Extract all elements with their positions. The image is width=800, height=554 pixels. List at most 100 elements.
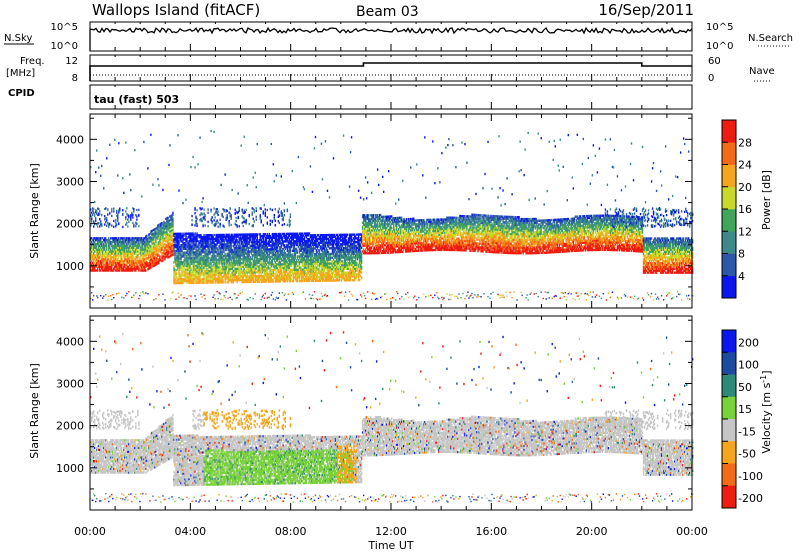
heatmap-cell — [213, 271, 215, 275]
heatmap-cell — [167, 237, 169, 240]
heatmap-cell — [160, 247, 162, 250]
heatmap-cell — [256, 240, 258, 244]
heatmap-cell — [260, 263, 262, 266]
heatmap-cell — [122, 250, 124, 253]
heatmap-cell — [201, 236, 203, 239]
heatmap-cell — [240, 252, 242, 255]
heatmap-cell — [188, 257, 190, 260]
heatmap-cell — [245, 263, 247, 267]
heatmap-cell — [258, 273, 260, 276]
heatmap-cell — [239, 246, 241, 250]
heatmap-cell — [192, 260, 194, 264]
heatmap-cell — [187, 260, 189, 264]
heatmap-cell — [252, 271, 254, 274]
heatmap-cell — [250, 267, 252, 270]
heatmap-cell — [235, 277, 237, 280]
heatmap-cell — [274, 238, 277, 241]
heatmap-cell — [199, 136, 201, 139]
heatmap-cell — [108, 258, 110, 261]
heatmap-cell — [109, 242, 111, 246]
heatmap-cell — [224, 237, 226, 240]
heatmap-cell — [92, 248, 94, 251]
heatmap-cell — [120, 240, 122, 244]
heatmap-cell — [257, 267, 259, 270]
heatmap-cell — [155, 261, 157, 264]
heatmap-cell — [170, 250, 172, 254]
heatmap-cell — [297, 155, 300, 159]
heatmap-cell — [185, 255, 187, 258]
heatmap-cell — [295, 232, 298, 235]
heatmap-cell — [113, 239, 115, 242]
heatmap-cell — [154, 262, 156, 265]
heatmap-cell — [251, 235, 253, 238]
heatmap-cell — [221, 233, 223, 237]
heatmap-cell — [255, 267, 257, 270]
heatmap-cell — [227, 243, 229, 246]
heatmap-cell — [262, 259, 264, 262]
heatmap-cell — [150, 249, 152, 252]
heatmap-cell — [300, 255, 303, 258]
heatmap-cell — [137, 237, 139, 240]
heatmap-cell — [191, 281, 193, 285]
heatmap-cell — [160, 222, 162, 225]
heatmap-cell — [242, 258, 244, 261]
heatmap-cell — [209, 245, 211, 248]
heatmap-cell — [290, 263, 293, 266]
heatmap-cell — [255, 274, 257, 278]
heatmap-cell — [230, 241, 232, 244]
heatmap-cell — [194, 207, 196, 210]
heatmap-cell — [119, 267, 121, 270]
heatmap-cell — [300, 274, 303, 277]
heatmap-cell — [193, 238, 195, 241]
heatmap-cell — [224, 269, 226, 273]
heatmap-cell — [301, 253, 304, 256]
heatmap-cell — [113, 261, 115, 265]
heatmap-cell — [223, 295, 225, 297]
heatmap-cell — [137, 261, 139, 265]
heatmap-cell — [112, 246, 114, 249]
heatmap-cell — [167, 254, 169, 257]
heatmap-cell — [286, 247, 289, 251]
heatmap-cell — [148, 233, 150, 236]
heatmap-cell — [297, 272, 300, 275]
heatmap-cell — [176, 236, 178, 239]
heatmap-cell — [218, 260, 220, 263]
heatmap-cell — [214, 249, 216, 252]
heatmap-cell — [217, 250, 219, 254]
heatmap-cell — [116, 252, 118, 255]
heatmap-cell — [111, 250, 113, 253]
heatmap-cell — [93, 265, 95, 268]
heatmap-cell — [303, 238, 306, 241]
heatmap-cell — [314, 237, 317, 241]
heatmap-cell — [266, 265, 268, 268]
heatmap-cell — [314, 247, 317, 250]
heatmap-cell — [236, 256, 238, 259]
heatmap-cell — [256, 276, 258, 280]
heatmap-cell — [166, 220, 168, 224]
heatmap-cell — [139, 261, 141, 265]
heatmap-cell — [174, 249, 176, 253]
heatmap-cell — [109, 212, 111, 215]
heatmap-cell — [124, 263, 126, 267]
heatmap-cell — [94, 200, 96, 204]
heatmap-cell — [121, 259, 123, 263]
heatmap-cell — [114, 258, 116, 261]
heatmap-cell — [186, 232, 188, 235]
heatmap-cell — [96, 269, 98, 272]
heatmap-cell — [145, 269, 147, 272]
heatmap-cell — [147, 256, 149, 260]
heatmap-cell — [121, 269, 123, 272]
heatmap-cell — [183, 234, 185, 237]
heatmap-cell — [310, 256, 313, 260]
heatmap-cell — [310, 237, 313, 241]
heatmap-cell — [103, 244, 105, 248]
heatmap-cell — [239, 258, 241, 261]
heatmap-cell — [187, 253, 189, 256]
heatmap-cell — [220, 241, 222, 244]
heatmap-cell — [239, 252, 241, 255]
heatmap-cell — [255, 261, 257, 264]
heatmap-cell — [260, 274, 262, 278]
heatmap-cell — [146, 249, 148, 253]
heatmap-cell — [262, 276, 264, 280]
heatmap-cell — [262, 294, 264, 296]
